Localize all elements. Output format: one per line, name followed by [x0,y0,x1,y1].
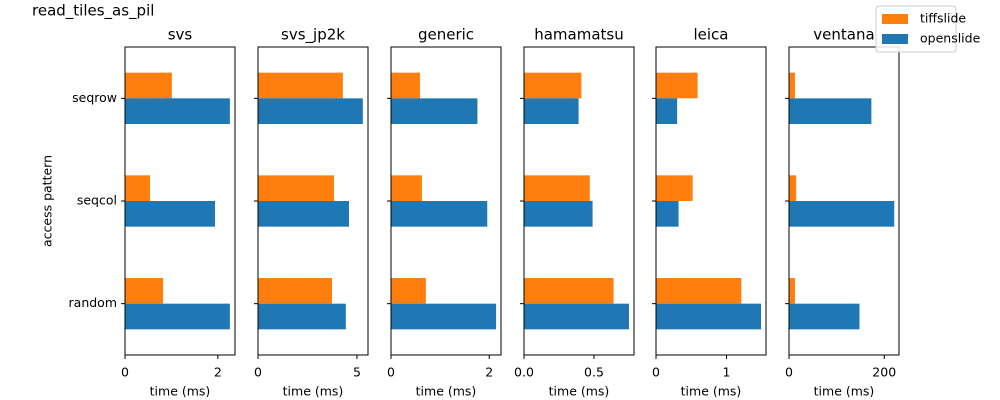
axes-frame [257,46,369,356]
axes-frame [788,46,900,356]
bar [524,303,629,330]
x-tick-label: 0 [387,365,395,380]
bar [125,72,172,99]
bar [391,98,478,124]
bar [391,72,420,99]
x-tick-label: 0 [785,365,793,380]
bar [258,98,363,124]
bar [258,72,343,99]
bar [789,278,795,304]
x-tick-label: 200 [872,365,896,380]
bar [258,303,346,330]
bar [524,175,590,201]
bar [524,278,614,304]
bar [656,201,679,227]
panel-title: ventana [813,26,874,44]
bar [391,201,488,227]
x-tick-label: 0 [652,365,660,380]
legend-swatch [882,14,908,24]
axes-frame [523,46,635,356]
bar [656,175,693,201]
x-tick-label: 0.5 [584,365,604,380]
x-tick-label: 0 [121,365,129,380]
bar [258,278,332,304]
bar [656,72,698,99]
bar [789,201,895,227]
bar [391,278,426,304]
figure-title: read_tiles_as_pil [32,2,154,21]
y-axis-label: access pattern [40,155,55,247]
x-tick-label: 0.0 [514,365,534,380]
axes-frame [124,46,236,356]
bar [656,278,742,304]
legend-label: openslide [920,31,981,46]
bar [656,98,678,124]
x-axis-label: time (ms) [814,384,875,399]
axes-frame [390,46,502,356]
x-axis-label: time (ms) [283,384,344,399]
x-axis-label: time (ms) [150,384,211,399]
bar [258,175,334,201]
legend-label: tiffslide [920,11,966,26]
panel-title: hamamatsu [534,26,624,44]
x-axis-label: time (ms) [681,384,742,399]
bar [391,303,497,330]
bar [789,98,872,124]
bar [125,98,230,124]
bar [524,201,593,227]
bar [125,201,216,227]
y-tick-label: seqrow [72,90,117,105]
x-axis-label: time (ms) [416,384,477,399]
bar [656,303,762,330]
x-tick-label: 2 [485,365,493,380]
bar [258,201,350,227]
bar [125,303,230,330]
bar [524,98,579,124]
panel-title: svs [168,26,193,44]
bar [391,175,422,201]
legend-swatch [882,34,908,44]
axes-frame [655,46,767,356]
bar [125,278,164,304]
bar [789,303,860,330]
panel-title: leica [693,26,728,44]
bar [789,72,795,99]
bar [789,175,797,201]
bar [125,175,151,201]
bar [524,72,582,99]
panel-title: svs_jp2k [281,26,345,45]
y-tick-label: random [69,295,117,310]
y-tick-label: seqcol [77,193,117,208]
x-tick-label: 5 [353,365,361,380]
x-tick-label: 1 [723,365,731,380]
x-tick-label: 0 [254,365,262,380]
x-axis-label: time (ms) [549,384,610,399]
x-tick-label: 2 [214,365,222,380]
panel-title: generic [418,26,474,44]
